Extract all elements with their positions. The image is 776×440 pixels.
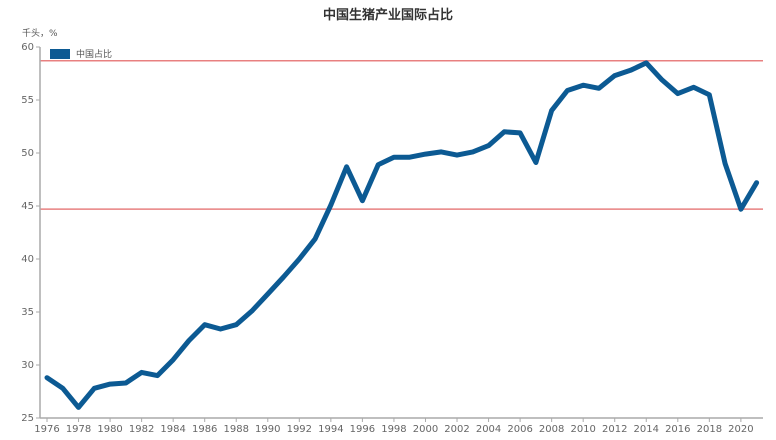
x-tick-label: 2016 xyxy=(665,424,690,435)
x-tick-label: 1988 xyxy=(224,424,249,435)
x-tick-label: 2020 xyxy=(728,424,753,435)
y-tick-label: 60 xyxy=(21,42,34,53)
legend[interactable]: 中国占比 xyxy=(50,47,112,60)
x-tick-label: 1982 xyxy=(129,424,154,435)
x-tick-label: 2008 xyxy=(539,424,564,435)
y-tick-label: 25 xyxy=(21,413,34,424)
x-tick-label: 1980 xyxy=(97,424,122,435)
x-tick-label: 2002 xyxy=(444,424,469,435)
x-tick-label: 2006 xyxy=(507,424,532,435)
x-tick-label: 1996 xyxy=(350,424,375,435)
x-tick-label: 2012 xyxy=(602,424,627,435)
y-tick-label: 55 xyxy=(21,95,34,106)
y-axis-unit-label: 千头，% xyxy=(22,29,58,39)
series-line-china-share xyxy=(44,60,760,410)
x-tick-label: 1990 xyxy=(255,424,280,435)
x-tick-label: 2010 xyxy=(570,424,595,435)
x-tick-label: 2014 xyxy=(634,424,659,435)
x-tick-label: 1994 xyxy=(318,424,343,435)
legend-label: 中国占比 xyxy=(76,50,113,60)
y-tick-label: 45 xyxy=(21,201,34,212)
y-tick-label: 50 xyxy=(21,148,34,159)
legend-swatch-icon xyxy=(50,48,70,59)
x-tick-label: 2000 xyxy=(413,424,438,435)
x-tick-label: 1992 xyxy=(287,424,312,435)
axes: 25 30 35 40 45 50 55 60 1976 1978 1980 1982 1984 1986… xyxy=(21,42,763,435)
y-tick-label: 40 xyxy=(21,254,34,265)
y-tick-label: 30 xyxy=(21,360,34,371)
x-tick-label: 1978 xyxy=(66,424,91,435)
x-tick-label: 1984 xyxy=(160,424,185,435)
x-tick-label: 1986 xyxy=(192,424,217,435)
x-tick-label: 1998 xyxy=(381,424,406,435)
reference-lines xyxy=(40,60,763,210)
x-tick-label: 1976 xyxy=(34,424,59,435)
y-tick-label: 35 xyxy=(21,307,34,318)
x-tick-label: 2004 xyxy=(476,424,501,435)
x-tick-label: 2018 xyxy=(697,424,722,435)
chart-title: 中国生猪产业国际占比 xyxy=(322,8,453,23)
